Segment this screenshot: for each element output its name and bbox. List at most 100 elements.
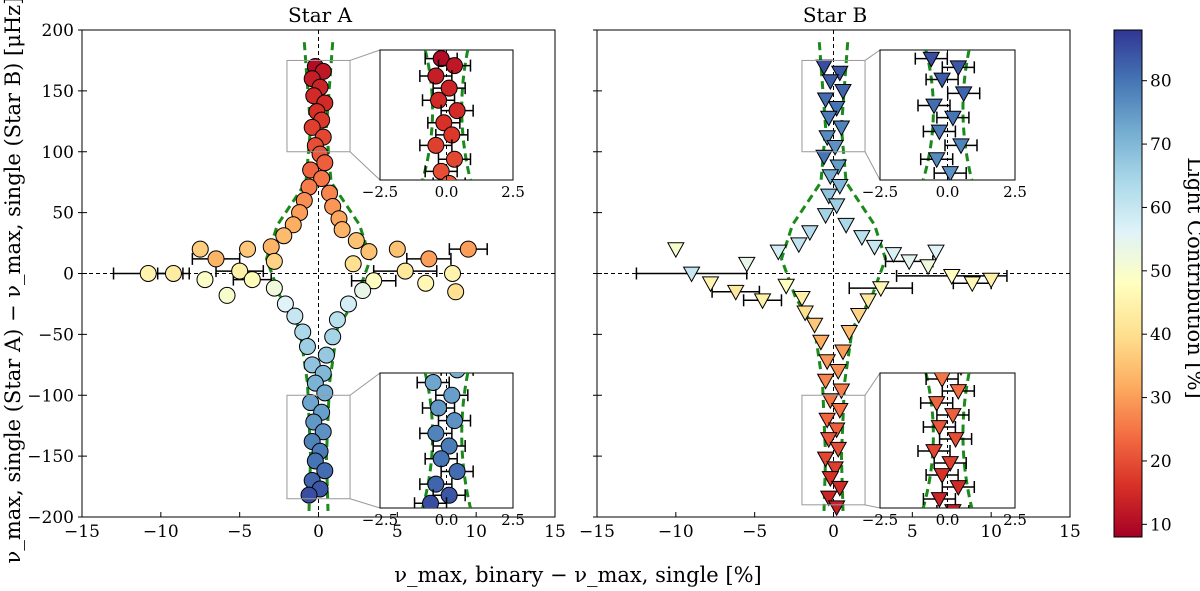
inset-data-point	[933, 72, 951, 89]
data-point	[316, 154, 334, 172]
data-point	[354, 282, 372, 300]
zoom-region	[286, 59, 351, 153]
y-tick-label: −50	[38, 325, 74, 345]
zoom-region	[286, 394, 351, 500]
data-point	[819, 110, 838, 127]
data-point	[769, 244, 788, 261]
panel-title-star-a: Star A	[288, 3, 353, 27]
data-point	[853, 230, 871, 247]
colorbar-tick-label: 20	[1150, 452, 1172, 472]
inset-data-point	[930, 124, 949, 141]
data-point	[265, 279, 283, 297]
data-point	[830, 402, 849, 419]
axis-ticks: −15 −10 −5 0 5 10 15	[579, 29, 1081, 542]
inset-data-point	[946, 432, 965, 449]
colorbar-tick-label: 50	[1150, 262, 1172, 282]
inset-data-point	[440, 79, 458, 97]
y-tick-label: −150	[27, 447, 74, 467]
inset-data-point	[944, 408, 962, 425]
inset-data-point	[941, 166, 960, 180]
data-point	[830, 178, 849, 195]
y-axis-label: ν_max, single (Star A) − ν_max, single (…	[1, 0, 25, 563]
inset-data-point	[927, 152, 946, 169]
data-point	[344, 255, 362, 273]
inset-data-point	[925, 98, 943, 115]
data-point	[339, 295, 357, 313]
data-point	[347, 232, 365, 250]
data-point	[827, 198, 846, 215]
inset-data-point	[422, 494, 440, 508]
inset-data-point	[448, 462, 466, 480]
inset-data-point	[925, 444, 943, 461]
data-point	[821, 74, 840, 91]
data-point	[753, 293, 772, 310]
data-point	[701, 276, 720, 293]
data-point	[821, 471, 840, 488]
inset-envelope	[921, 373, 935, 508]
x-tick-label: 10	[465, 522, 487, 542]
data-point	[207, 250, 225, 268]
data-point	[682, 266, 701, 283]
data-point	[275, 227, 293, 245]
data-point	[316, 462, 334, 480]
x-tick-label: −5	[742, 522, 767, 542]
inset-data-point	[949, 480, 968, 497]
inset-data-point	[933, 373, 951, 389]
inset-tick-label: 2.5	[501, 183, 525, 201]
inset-data-point	[933, 468, 951, 485]
inset-data-point	[959, 373, 963, 377]
data-point	[324, 328, 342, 346]
inset-data-point	[432, 162, 450, 180]
data-point	[837, 217, 855, 234]
data-point	[420, 250, 438, 268]
inset-tick-label: 0.0	[435, 183, 459, 201]
data-point	[801, 225, 819, 242]
data-point	[900, 254, 919, 271]
inset-data-point	[427, 475, 445, 493]
data-point	[815, 149, 833, 166]
inset-data-point	[443, 386, 461, 404]
data-point	[834, 83, 852, 100]
inset-content	[914, 50, 981, 180]
data-point	[666, 242, 685, 259]
zoom-connector	[349, 49, 381, 61]
inset-data-point	[430, 399, 448, 417]
data-point	[859, 293, 878, 310]
inset-data-point	[944, 110, 962, 127]
inset-data-point	[440, 486, 458, 504]
inset-data-point	[944, 504, 962, 508]
data-point	[365, 272, 383, 290]
data-point	[805, 317, 824, 334]
inset-data-point	[432, 50, 450, 68]
colorbar-tick-label: 60	[1150, 198, 1172, 218]
y-tick-label: −100	[27, 386, 74, 406]
data-point	[302, 394, 320, 412]
x-tick-label: −10	[143, 522, 179, 542]
data-point	[298, 338, 316, 356]
colorbar-tick-label: 70	[1150, 135, 1172, 155]
inset-bottom: −2.5 0.0 2.5	[286, 372, 525, 529]
inset-data-point	[449, 373, 466, 379]
data-point	[942, 269, 961, 285]
data-point	[821, 393, 840, 410]
zoom-region	[801, 394, 866, 506]
data-point	[726, 284, 745, 301]
data-point	[819, 432, 838, 449]
data-point	[865, 239, 884, 256]
x-tick-label: 15	[544, 522, 566, 542]
inset-tick-label: −2.5	[362, 511, 398, 529]
data-point	[793, 290, 811, 307]
inset-tick-label: 2.5	[1003, 511, 1027, 529]
inset-tick-label: 0.0	[936, 511, 960, 529]
y-tick-label: 150	[42, 82, 74, 102]
inset-tick-label: 2.5	[501, 511, 525, 529]
zoom-connector	[864, 504, 881, 509]
data-point	[816, 208, 835, 225]
data-point	[830, 480, 849, 497]
data-point	[816, 92, 835, 109]
zoom-connector	[349, 498, 381, 509]
inset-data-point	[427, 424, 445, 442]
inset-data-point	[424, 374, 442, 392]
colorbar-bar	[1113, 29, 1143, 538]
colorbar-tick-label: 80	[1150, 72, 1172, 92]
